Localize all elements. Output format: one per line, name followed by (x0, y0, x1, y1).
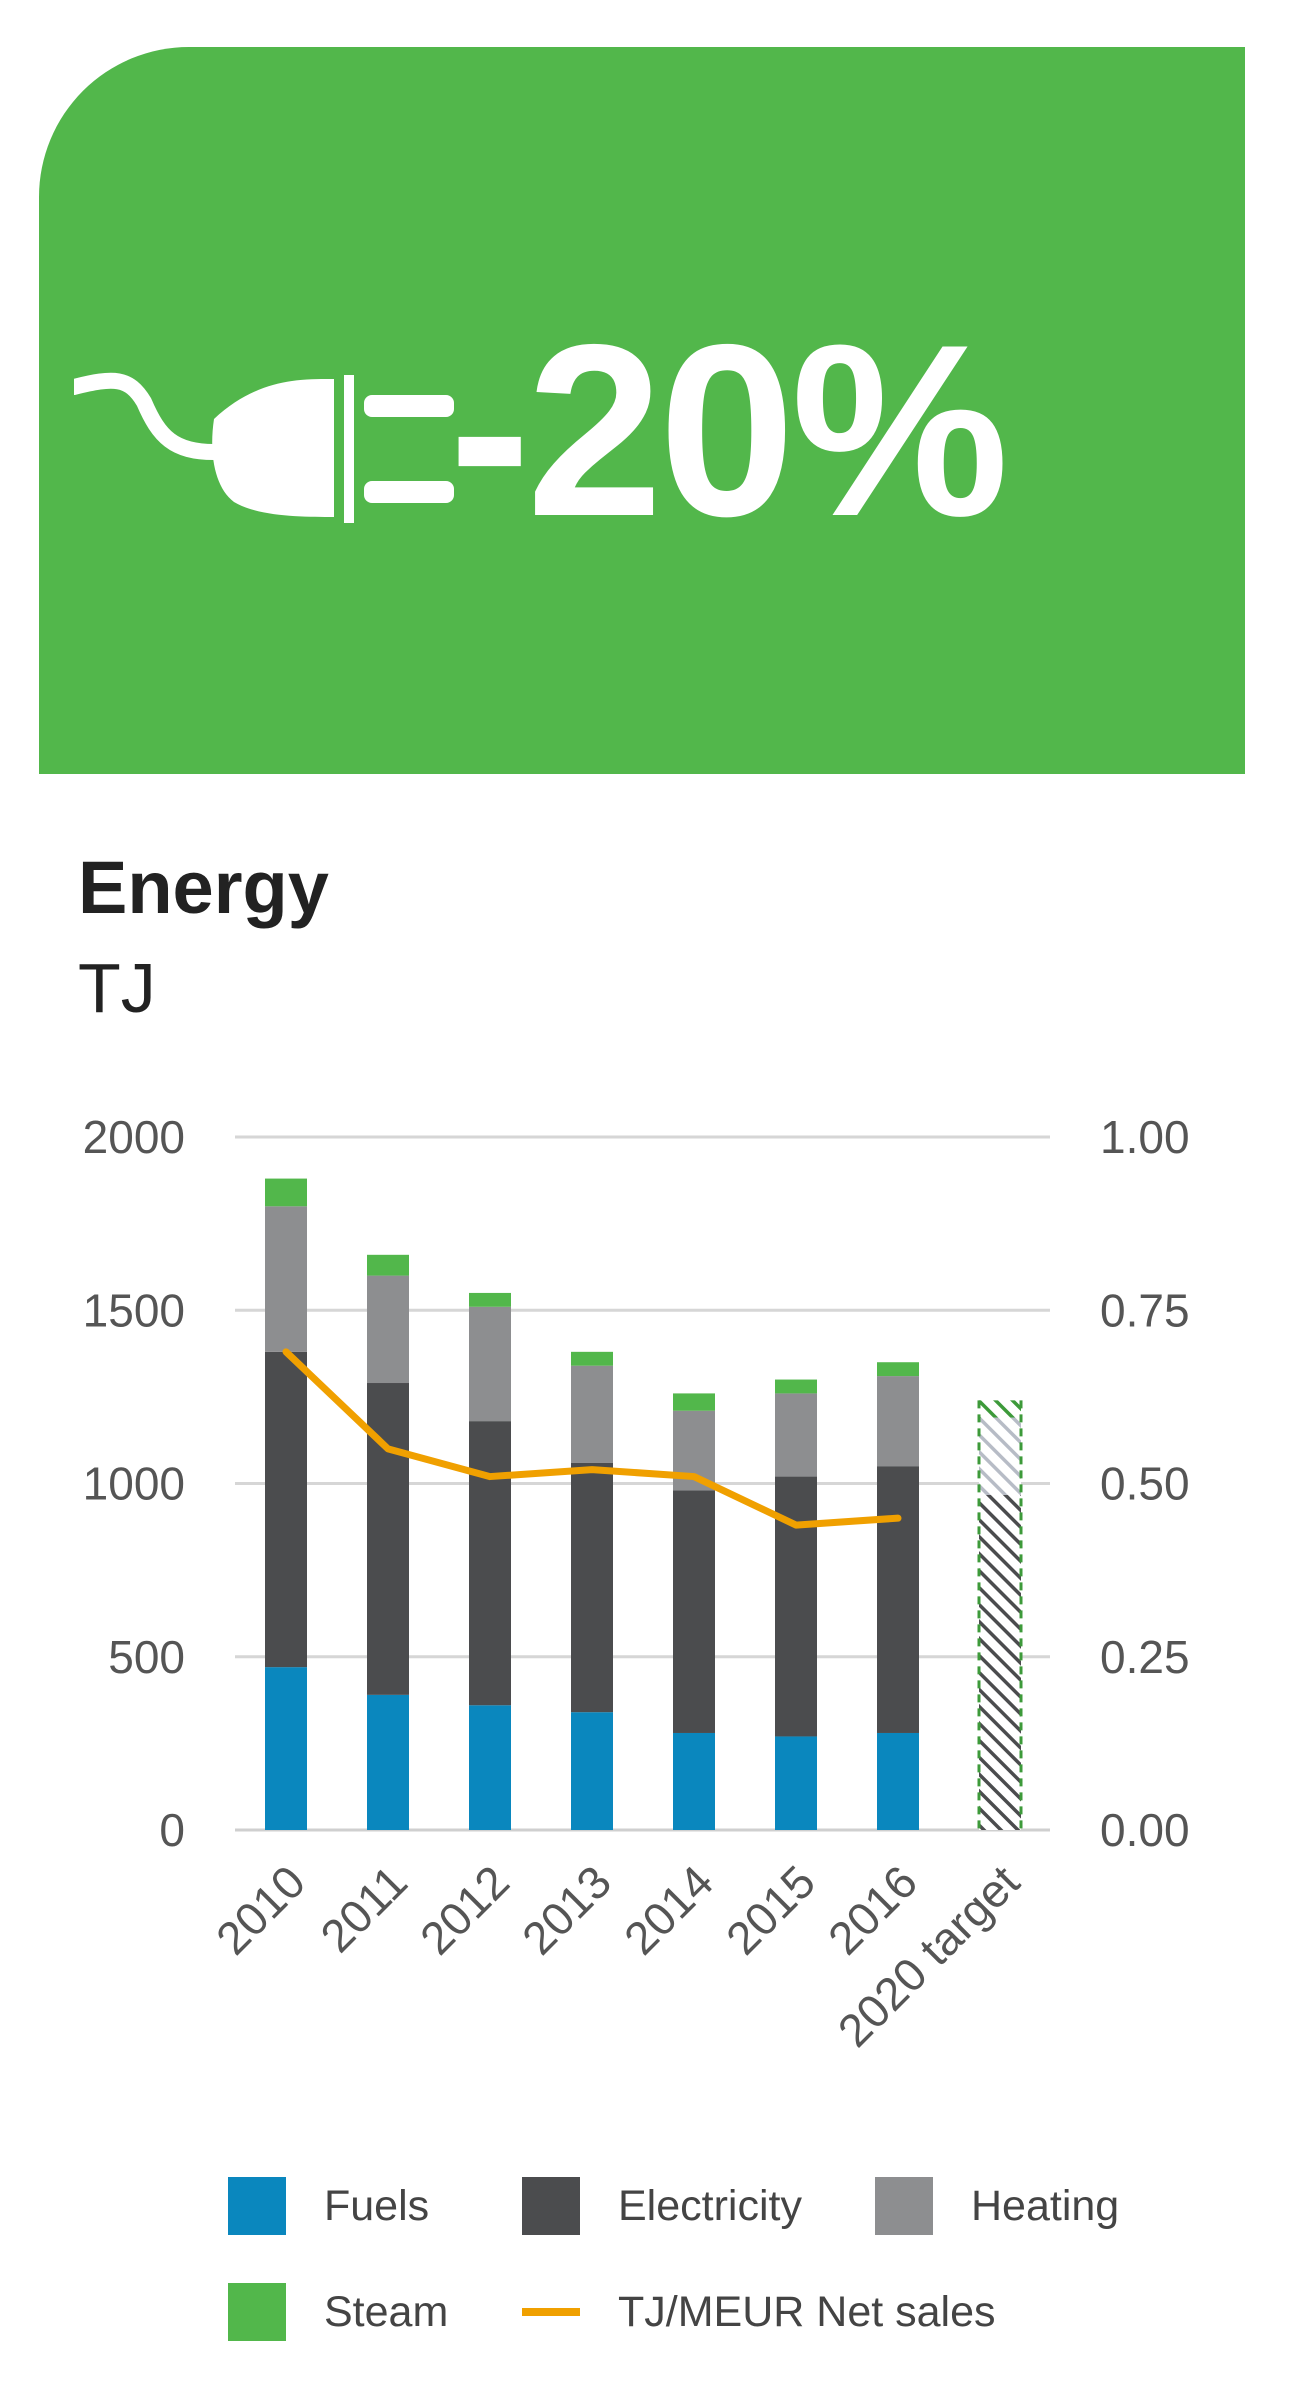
y-tick-right: 0.25 (1100, 1631, 1190, 1683)
bar-steam-2014 (673, 1393, 715, 1411)
reduction-percentage: -20% (449, 293, 1009, 567)
legend-item-net-sales: TJ/MEUR Net sales (522, 2282, 996, 2342)
bar-fuels-2016 (877, 1732, 919, 1830)
legend-label-net-sales: TJ/MEUR Net sales (618, 2287, 996, 2336)
chart-title: Energy (78, 846, 329, 929)
chart-unit: TJ (78, 949, 156, 1027)
bar-heating-2016 (877, 1376, 919, 1467)
legend-label-heating: Heating (971, 2181, 1120, 2230)
target-bar-segment (979, 1417, 1021, 1495)
bar-heating-2015 (775, 1393, 817, 1477)
bar-electricity-2012 (469, 1421, 511, 1706)
bar-fuels-2011 (367, 1694, 409, 1830)
bar-steam-2011 (367, 1254, 409, 1276)
y-tick-right: 0.00 (1100, 1804, 1190, 1856)
bar-heating-2013 (571, 1365, 613, 1463)
y-tick-left: 500 (108, 1631, 185, 1683)
bar-fuels-2014 (673, 1732, 715, 1830)
x-tick-label: 2011 (310, 1855, 417, 1962)
bar-electricity-2010 (265, 1351, 307, 1668)
bar-electricity-2016 (877, 1466, 919, 1733)
bar-steam-2016 (877, 1362, 919, 1377)
legend-swatch-fuels (228, 2177, 286, 2235)
legend-label-fuels: Fuels (324, 2181, 430, 2230)
energy-chart: 2000 1500 1000 500 0 1.00 0.75 0.50 0.25 0.00 2010… (83, 1111, 1190, 2057)
y-tick-left: 2000 (83, 1111, 185, 1163)
legend-item-steam: Steam (228, 2282, 448, 2342)
y-tick-left: 0 (159, 1804, 185, 1856)
bar-heating-2012 (469, 1306, 511, 1422)
x-tick-label: 2015 (716, 1855, 825, 1964)
legend-item-heating: Heating (875, 2176, 1119, 2236)
legend-item-electricity: Electricity (522, 2176, 802, 2236)
bar-fuels-2015 (775, 1736, 817, 1830)
chart-legend: Fuels Electricity Heating Steam TJ/MEUR … (0, 2150, 1290, 2380)
legend-swatch-net-sales (522, 2308, 580, 2316)
x-tick-label: 2010 (206, 1855, 315, 1964)
bar-heating-2011 (367, 1275, 409, 1384)
net-sales-line (282, 1348, 902, 1529)
legend-swatch-electricity (522, 2177, 580, 2235)
legend-label-steam: Steam (324, 2287, 449, 2336)
y-tick-left: 1500 (83, 1284, 185, 1336)
legend-item-fuels: Fuels (228, 2176, 429, 2236)
y-tick-right: 1.00 (1100, 1111, 1190, 1163)
x-tick-label: 2012 (410, 1855, 519, 1964)
bar-steam-2015 (775, 1379, 817, 1394)
x-tick-label: 2013 (512, 1855, 621, 1964)
bar-electricity-2013 (571, 1462, 613, 1713)
legend-swatch-heating (875, 2177, 933, 2235)
bar-electricity-2014 (673, 1490, 715, 1733)
y-tick-right: 0.75 (1100, 1284, 1190, 1336)
y-tick-right: 0.50 (1100, 1458, 1190, 1510)
bar-fuels-2012 (469, 1705, 511, 1830)
energy-reduction-banner: -20% (39, 47, 1245, 774)
bar-steam-2013 (571, 1351, 613, 1366)
y-tick-left: 1000 (83, 1458, 185, 1510)
bar-heating-2010 (265, 1206, 307, 1352)
bar-steam-2010 (265, 1178, 307, 1207)
target-bar-segment (979, 1400, 1021, 1418)
plug-icon (74, 372, 454, 523)
bar-fuels-2010 (265, 1667, 307, 1830)
bar-fuels-2013 (571, 1712, 613, 1830)
x-tick-label: 2014 (614, 1855, 723, 1964)
target-bar-segment (979, 1494, 1021, 1830)
legend-swatch-steam (228, 2283, 286, 2341)
bar-electricity-2011 (367, 1383, 409, 1695)
legend-label-electricity: Electricity (618, 2181, 802, 2230)
bar-steam-2012 (469, 1292, 511, 1307)
